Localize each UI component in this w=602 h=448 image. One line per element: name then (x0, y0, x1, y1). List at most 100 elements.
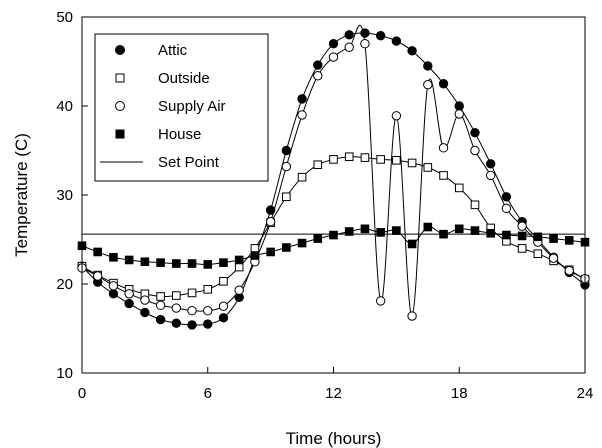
data-point-house (266, 247, 275, 257)
data-point-supply-air (140, 295, 150, 305)
data-point-attic (470, 128, 480, 138)
data-point-outside (313, 160, 323, 170)
data-point-supply-air (313, 71, 323, 81)
data-point-attic (328, 39, 339, 49)
data-point-attic (124, 298, 134, 309)
series-markers (77, 28, 590, 330)
data-point-house (109, 253, 118, 262)
data-point-attic (485, 159, 496, 169)
data-point-house (470, 226, 480, 235)
x-tick-label: 24 (577, 385, 594, 402)
data-point-house (187, 259, 197, 268)
data-point-house (517, 231, 527, 241)
data-point-supply-air (108, 281, 119, 291)
data-point-house (360, 224, 370, 234)
data-point-outside (156, 292, 165, 301)
legend-label-attic: Attic (158, 42, 188, 59)
data-point-attic (438, 79, 449, 89)
data-point-attic (454, 101, 464, 111)
data-point-outside (234, 262, 244, 272)
data-point-house (454, 224, 464, 234)
data-point-supply-air (517, 221, 527, 231)
data-point-supply-air (328, 52, 339, 62)
data-point-supply-air (171, 303, 182, 313)
data-point-supply-air (93, 271, 103, 281)
data-point-attic (375, 30, 386, 41)
data-point-outside (392, 155, 401, 165)
data-point-outside (439, 171, 448, 180)
data-point-attic (155, 314, 166, 325)
legend: Attic Outside Supply Air House Set Point (94, 33, 269, 182)
data-point-house (407, 239, 417, 249)
data-point-supply-air (391, 111, 402, 121)
x-tick-label: 12 (325, 385, 342, 402)
legend-symbol-outside (115, 73, 125, 83)
data-point-attic (187, 320, 197, 330)
x-tick-label: 18 (451, 385, 468, 402)
data-point-outside (423, 163, 433, 172)
legend-label-outside: Outside (158, 70, 210, 87)
data-point-supply-air (234, 285, 244, 295)
data-point-house (250, 251, 260, 260)
data-point-house (93, 247, 103, 257)
data-point-house (156, 258, 165, 267)
x-tick-label: 0 (78, 385, 86, 402)
data-point-outside (282, 192, 291, 202)
data-point-outside (360, 153, 370, 162)
y-tick-label: 10 (56, 365, 73, 382)
data-point-attic (218, 313, 229, 323)
data-point-outside (203, 285, 213, 294)
data-point-supply-air (218, 301, 229, 311)
legend-symbol-attic (115, 45, 125, 55)
data-point-supply-air (344, 42, 354, 52)
data-point-outside (344, 152, 354, 162)
data-point-supply-air (423, 79, 433, 90)
data-point-house (234, 255, 244, 265)
data-point-attic (108, 289, 119, 299)
data-point-house (344, 227, 354, 236)
data-point-outside (517, 244, 527, 253)
data-point-house (282, 243, 291, 252)
data-point-house (549, 234, 558, 243)
data-point-supply-air (470, 145, 480, 156)
data-point-supply-air (485, 170, 496, 181)
data-point-attic (391, 36, 402, 46)
data-point-house (533, 232, 543, 242)
data-point-supply-air (438, 143, 449, 153)
data-point-attic (423, 61, 433, 71)
data-point-supply-air (155, 300, 166, 311)
data-point-attic (313, 60, 323, 70)
data-point-supply-air (124, 289, 134, 299)
data-point-house (376, 228, 385, 237)
legend-label-set-point: Set Point (158, 154, 220, 171)
data-point-supply-air (265, 217, 276, 227)
data-point-attic (360, 28, 370, 38)
data-point-outside (297, 172, 307, 182)
data-point-attic (265, 205, 276, 215)
y-tick-label: 30 (56, 187, 73, 204)
y-tick-label: 20 (56, 276, 73, 293)
data-point-house (313, 234, 323, 243)
data-point-outside (329, 155, 338, 164)
data-point-house (329, 230, 338, 240)
data-point-attic (171, 318, 182, 328)
data-point-attic (203, 319, 213, 329)
data-point-supply-air (501, 203, 512, 214)
data-point-outside (250, 244, 260, 253)
data-point-attic (140, 307, 150, 318)
data-point-supply-air (454, 109, 464, 119)
x-axis-label: Time (hours) (286, 429, 382, 448)
data-point-attic (344, 30, 354, 40)
data-point-attic (281, 145, 292, 156)
data-point-supply-air (407, 311, 417, 321)
y-axis-label: Temperature (C) (12, 133, 31, 257)
axis-ticks: 0 6 12 18 24 10 20 30 40 50 (56, 9, 593, 402)
y-tick-label: 50 (56, 9, 73, 26)
data-point-house (392, 226, 401, 235)
data-point-supply-air (548, 253, 559, 263)
data-point-attic (407, 46, 417, 56)
data-point-supply-air (297, 110, 307, 120)
data-point-outside (187, 288, 197, 298)
data-point-house (439, 229, 448, 239)
